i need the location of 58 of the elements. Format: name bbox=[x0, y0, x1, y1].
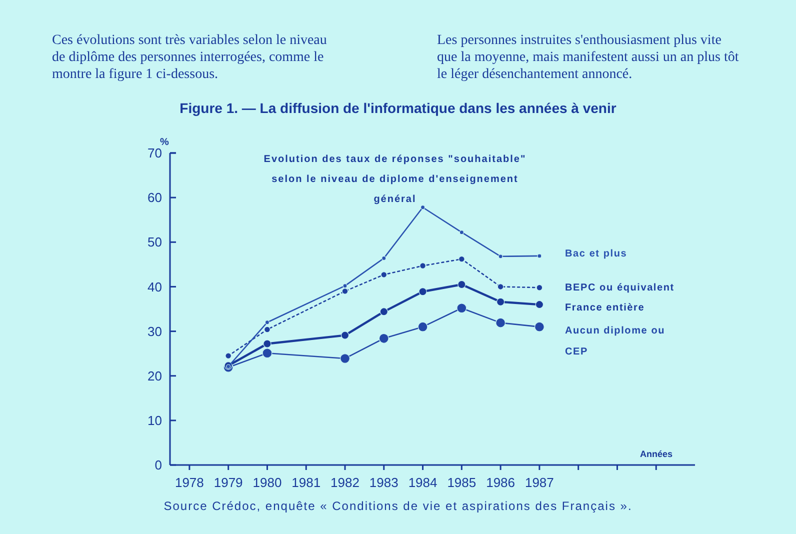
text: Evolution des taux de réponses "souhaitable" selon le niveau de diplome d'enseignement général bbox=[264, 154, 526, 205]
point bbox=[418, 288, 427, 296]
point bbox=[342, 284, 348, 288]
point bbox=[458, 280, 466, 289]
y-tick-label: 70 bbox=[148, 146, 162, 161]
text: France entière bbox=[565, 302, 645, 314]
point bbox=[498, 254, 503, 259]
x-tick-label: 1986 bbox=[486, 475, 516, 490]
point bbox=[458, 256, 465, 262]
point bbox=[340, 353, 350, 364]
source-note: Source Crédoc, enquête « Conditions de vie et aspirations des Français ». bbox=[164, 499, 632, 513]
y-axis-title: % bbox=[160, 137, 169, 148]
text: BEPC ou équivalent bbox=[565, 282, 674, 294]
text: Bac et plus bbox=[565, 248, 628, 260]
point bbox=[262, 348, 272, 358]
x-tick-label: 1985 bbox=[447, 475, 476, 490]
y-tick-label: 60 bbox=[148, 190, 162, 206]
point bbox=[264, 326, 270, 333]
point bbox=[537, 254, 542, 258]
point bbox=[263, 340, 272, 348]
x-tick-label: 1984 bbox=[408, 475, 438, 490]
text: Ces évolutions sont très variables selon le niveau de diplôme des personnes interrogées, comme le montre la figure 1 ci-dessous. bbox=[52, 33, 327, 82]
point bbox=[496, 318, 506, 328]
y-tick-label: 50 bbox=[148, 234, 162, 250]
point bbox=[534, 322, 544, 332]
point bbox=[340, 331, 350, 340]
x-tick-label: 1980 bbox=[252, 475, 282, 490]
y-tick-label: 0 bbox=[154, 458, 162, 473]
x-tick-label: 1983 bbox=[369, 475, 398, 490]
chart-title: Figure 1. — La diffusion de l'informatique dans les années à venir bbox=[180, 100, 617, 116]
x-tick-label: 1978 bbox=[174, 475, 204, 490]
point bbox=[459, 230, 464, 235]
x-tick-label: 1987 bbox=[524, 475, 554, 490]
y-tick-label: 30 bbox=[148, 324, 162, 339]
point bbox=[225, 352, 232, 359]
point bbox=[342, 288, 348, 294]
x-axis-title: Années bbox=[640, 449, 673, 459]
point bbox=[382, 256, 386, 260]
point bbox=[380, 271, 388, 278]
point bbox=[497, 284, 504, 290]
point bbox=[420, 262, 426, 269]
point bbox=[420, 205, 426, 210]
y-tick-label: 10 bbox=[148, 412, 162, 428]
point bbox=[535, 300, 544, 309]
point bbox=[380, 308, 388, 316]
x-tick-label: 1982 bbox=[330, 475, 360, 490]
point bbox=[536, 284, 543, 291]
text: Aucun diplome ou CEP bbox=[565, 326, 666, 358]
point bbox=[496, 298, 505, 306]
point bbox=[378, 333, 389, 344]
text: Les personnes instruites s'enthousiasment plus vite que la moyenne, mais manifestent aussi un an plus tôt le léger désenchantement annoncé. bbox=[437, 33, 739, 82]
y-tick-label: 20 bbox=[148, 368, 162, 384]
x-tick-label: 1979 bbox=[214, 475, 243, 490]
point bbox=[456, 303, 467, 314]
point bbox=[418, 322, 428, 332]
y-tick-label: 40 bbox=[148, 279, 162, 294]
point bbox=[264, 320, 270, 325]
x-tick-label: 1981 bbox=[292, 475, 321, 490]
